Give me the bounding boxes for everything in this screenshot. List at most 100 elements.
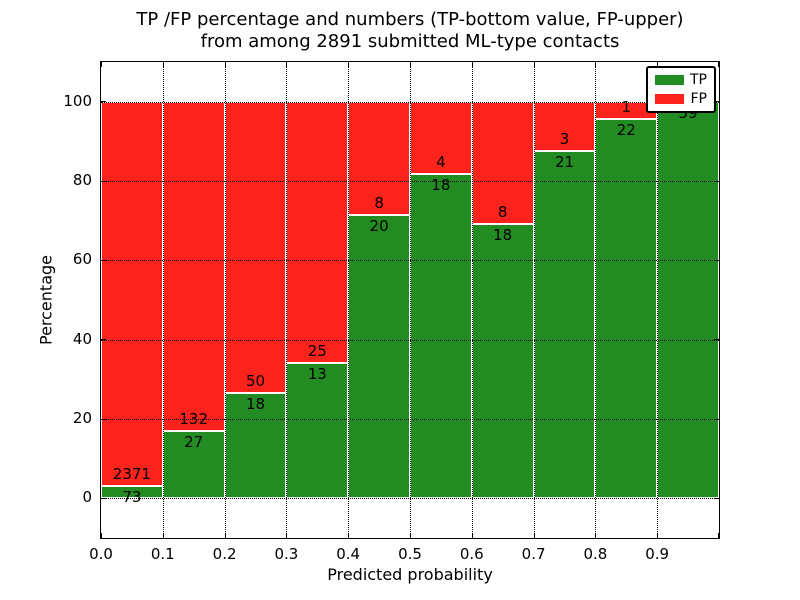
gridline-vertical (595, 62, 597, 538)
bar-label-tp: 22 (616, 120, 636, 139)
chart-title-line2: from among 2891 submitted ML-type contac… (200, 31, 620, 52)
bar-label-fp: 4 (436, 152, 446, 171)
gridline-vertical (286, 62, 288, 538)
bar-label-tp: 73 (122, 488, 142, 507)
bar-segment-fp (224, 101, 287, 394)
bar-label-fp: 50 (245, 372, 266, 391)
bar-segment-fp (410, 101, 472, 174)
x-tick-label: 0.5 (398, 545, 422, 563)
gridline-vertical (657, 62, 659, 538)
x-tick-mark (533, 62, 535, 67)
bar-label-tp: 18 (245, 395, 266, 414)
x-tick-label: 0.9 (645, 545, 670, 563)
x-axis-label: Predicted probability (327, 565, 493, 584)
bar-label-fp: 1 (621, 97, 632, 116)
bar-segment-tp (595, 118, 658, 499)
fp-legend-swatch-icon (655, 93, 684, 104)
chart-title: TP /FP percentage and numbers (TP-bottom… (100, 9, 720, 53)
gridline-vertical (410, 62, 411, 538)
x-tick-mark (410, 533, 411, 538)
bar-label-tp: 13 (307, 364, 327, 383)
x-tick-mark (348, 62, 350, 67)
y-tick-mark (101, 339, 106, 341)
y-tick-mark (714, 101, 719, 103)
y-tick-mark (714, 259, 719, 261)
y-tick-label: 0 (82, 488, 92, 507)
y-tick-label: 80 (72, 171, 92, 189)
x-tick-mark (595, 533, 597, 538)
x-tick-mark (286, 62, 288, 67)
bar-label-tp: 27 (184, 432, 204, 451)
x-tick-mark (224, 533, 226, 538)
bar-segment-tp (533, 151, 596, 499)
gridline-horizontal (101, 260, 719, 262)
x-tick-mark (101, 62, 102, 67)
x-tick-label: 0.4 (336, 545, 361, 563)
bar-segment-fp (101, 101, 163, 487)
bar-label-fp: 25 (307, 341, 327, 360)
x-tick-mark (471, 533, 473, 538)
x-tick-mark (101, 533, 102, 538)
x-tick-label: 0.1 (150, 545, 175, 563)
x-tick-label: 0.6 (459, 545, 484, 563)
y-tick-mark (101, 101, 106, 103)
gridline-vertical (162, 62, 164, 538)
bar-label-tp: 18 (431, 175, 451, 194)
x-tick-label: 0.7 (521, 545, 546, 563)
bar-segment-tp (162, 430, 225, 499)
x-tick-mark (657, 62, 659, 67)
x-tick-mark (348, 533, 350, 538)
legend-item-fp: FP (655, 92, 707, 106)
y-tick-label: 40 (72, 329, 92, 348)
x-tick-mark (595, 62, 597, 67)
y-tick-mark (714, 418, 719, 420)
x-tick-mark (718, 62, 719, 67)
bar-label-fp: 2371 (112, 465, 151, 484)
gridline-horizontal (101, 339, 719, 341)
tp-legend-swatch-icon (655, 75, 684, 86)
bar-segment-tp (286, 362, 349, 499)
x-tick-label: 0.3 (274, 545, 299, 563)
bar-segment-tp (471, 223, 534, 499)
y-tick-mark (101, 259, 106, 261)
bar-label-tp: 18 (493, 225, 513, 244)
bar-segment-fp (286, 101, 349, 363)
x-tick-mark (471, 62, 473, 67)
x-tick-label: 0.0 (89, 545, 113, 563)
y-tick-mark (101, 180, 106, 182)
x-tick-label: 0.2 (212, 545, 237, 563)
bar-segment-fp (162, 101, 225, 431)
y-tick-mark (714, 180, 719, 182)
bar-segment-tp (101, 486, 163, 499)
bar-segment-tp (410, 173, 472, 499)
bar-segment-tp (348, 215, 410, 499)
y-tick-label: 60 (72, 250, 92, 269)
bar-label-tp: 21 (554, 153, 575, 172)
legend-item-tp: TP (655, 73, 707, 87)
gridline-horizontal (101, 419, 719, 420)
x-tick-mark (224, 62, 226, 67)
bar-label-fp: 132 (179, 409, 209, 428)
gridline-vertical (533, 62, 535, 538)
legend: TP FP (646, 66, 716, 113)
gridline-vertical (348, 62, 350, 538)
x-tick-mark (533, 533, 535, 538)
bar-segment-tp (657, 101, 719, 499)
x-tick-mark (162, 62, 164, 67)
gridline-vertical (224, 62, 226, 538)
gridline-horizontal (101, 181, 719, 182)
legend-label-tp: TP (690, 72, 707, 89)
gridline-horizontal (101, 498, 719, 500)
bar-label-fp: 8 (497, 202, 508, 221)
x-tick-mark (162, 533, 164, 538)
gridline-horizontal (101, 101, 719, 103)
x-tick-mark (286, 533, 288, 538)
chart-title-line1: TP /FP percentage and numbers (TP-bottom… (136, 9, 684, 30)
plot-area: 732371271321850132520818418821322159 (100, 61, 720, 539)
gridline-vertical (471, 62, 473, 538)
x-tick-label: 0.8 (583, 545, 608, 563)
y-tick-label: 20 (72, 409, 92, 427)
x-tick-mark (718, 533, 719, 538)
legend-label-fp: FP (690, 90, 708, 107)
